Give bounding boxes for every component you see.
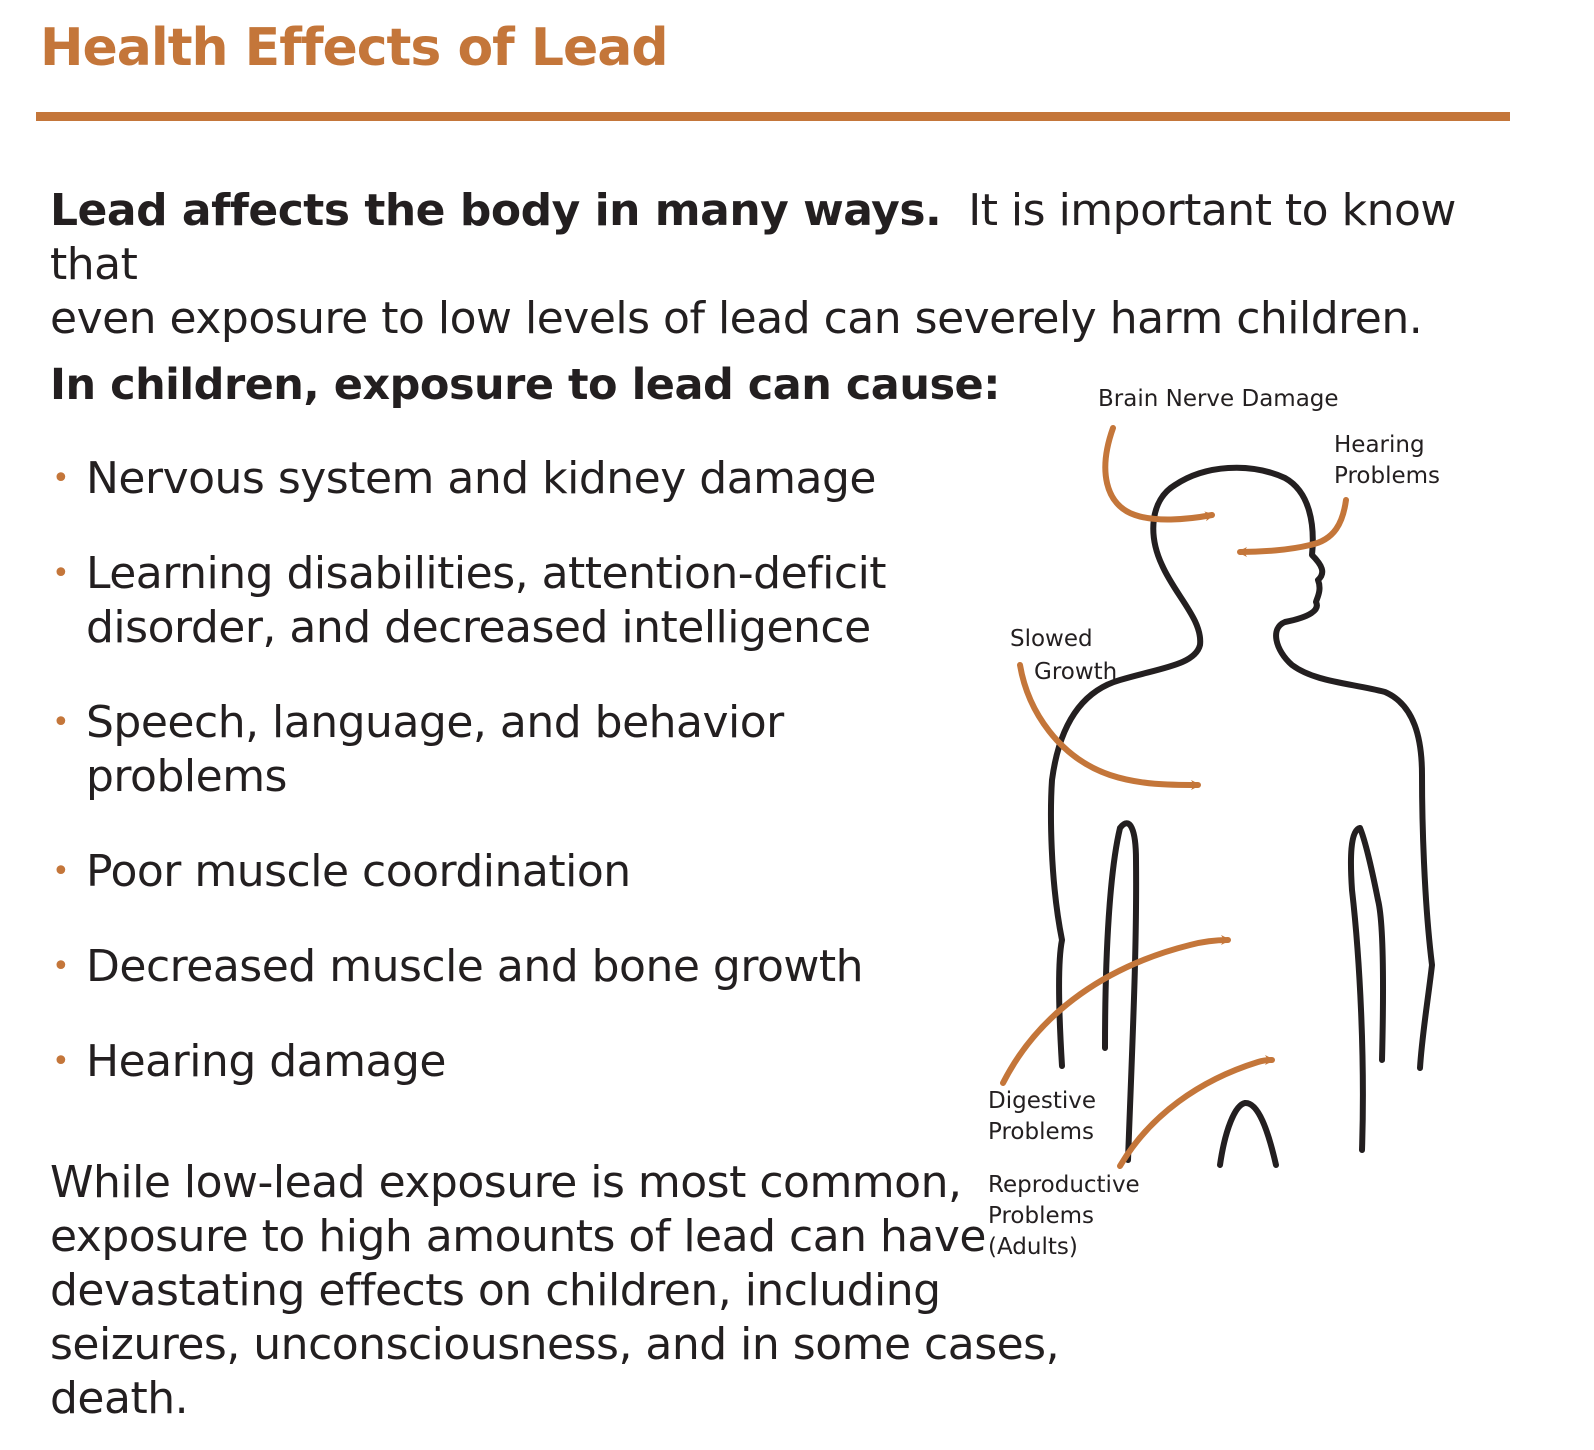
head-torso-outline	[1048, 464, 1435, 1071]
intro-paragraph: Lead affects the body in many ways. It i…	[50, 184, 1490, 346]
bullet-icon: •	[52, 854, 70, 889]
effect-text: Hearing damage	[86, 1036, 446, 1087]
bullet-icon: •	[52, 949, 70, 984]
effect-text: Decreased muscle and bone growth	[86, 941, 864, 992]
closing-line-3: devastating effects on children, includi…	[50, 1265, 941, 1316]
effect-item: • Speech, language, and behavior problems	[50, 696, 930, 804]
label-growth-line-2: Growth	[1034, 659, 1117, 685]
bullet-icon: •	[52, 1044, 70, 1079]
closing-line-2: exposure to high amounts of lead can hav…	[50, 1211, 986, 1262]
effect-item: • Hearing damage	[50, 1035, 930, 1089]
body-outline	[1048, 464, 1435, 1168]
label-hearing-line-1: Hearing	[1334, 432, 1425, 458]
reproductive-arrow	[1117, 1055, 1275, 1169]
growth-arrow	[1017, 662, 1201, 790]
effect-text: Nervous system and kidney damage	[86, 453, 877, 504]
effect-text: Learning disabilities, attention-deficit	[86, 548, 887, 599]
effect-text: Speech, language, and behavior	[86, 697, 784, 748]
label-digestive-line-1: Digestive	[988, 1088, 1096, 1114]
label-hearing-line-2: Problems	[1334, 463, 1440, 489]
intro-line-2: even exposure to low levels of lead can …	[50, 293, 1423, 344]
effect-arrows	[1000, 425, 1349, 1169]
effect-item: • Learning disabilities, attention-defici…	[50, 547, 930, 655]
effect-text: disorder, and decreased intelligence	[86, 602, 871, 653]
label-digestive-line-2: Problems	[988, 1119, 1094, 1145]
label-growth-line-1: Slowed	[1010, 626, 1093, 652]
bullet-icon: •	[52, 556, 70, 591]
closing-line-1: While low-lead exposure is most common,	[50, 1157, 962, 1208]
effects-list: • Nervous system and kidney damage • Learn…	[50, 452, 930, 1130]
bullet-icon: •	[52, 705, 70, 740]
title-divider	[36, 112, 1510, 121]
effect-item: • Poor muscle coordination	[50, 845, 930, 899]
legs-gap	[1217, 1100, 1279, 1168]
brain-arrow	[1102, 425, 1215, 523]
right-arm-gap	[1347, 825, 1386, 1153]
intro-line-1: It is important to know that	[50, 185, 1456, 290]
page-title: Health Effects of Lead	[40, 18, 669, 78]
left-arm-gap	[1102, 820, 1140, 1163]
children-effects-heading: In children, exposure to lead can cause:	[50, 360, 1000, 410]
effect-text: Poor muscle coordination	[86, 846, 631, 897]
digestive-arrow	[1000, 935, 1231, 1086]
effect-item: • Nervous system and kidney damage	[50, 452, 930, 506]
label-brain-nerve-damage: Brain Nerve Damage	[1098, 386, 1339, 412]
bullet-icon: •	[52, 461, 70, 496]
closing-line-4: seizures, unconsciousness, and in some c…	[50, 1319, 1060, 1424]
hearing-arrow	[1237, 497, 1349, 557]
closing-paragraph: While low-lead exposure is most common, e…	[50, 1156, 1160, 1426]
intro-bold-statement: Lead affects the body in many ways.	[50, 185, 942, 236]
effect-item: • Decreased muscle and bone growth	[50, 940, 930, 994]
effect-text: problems	[86, 751, 287, 802]
